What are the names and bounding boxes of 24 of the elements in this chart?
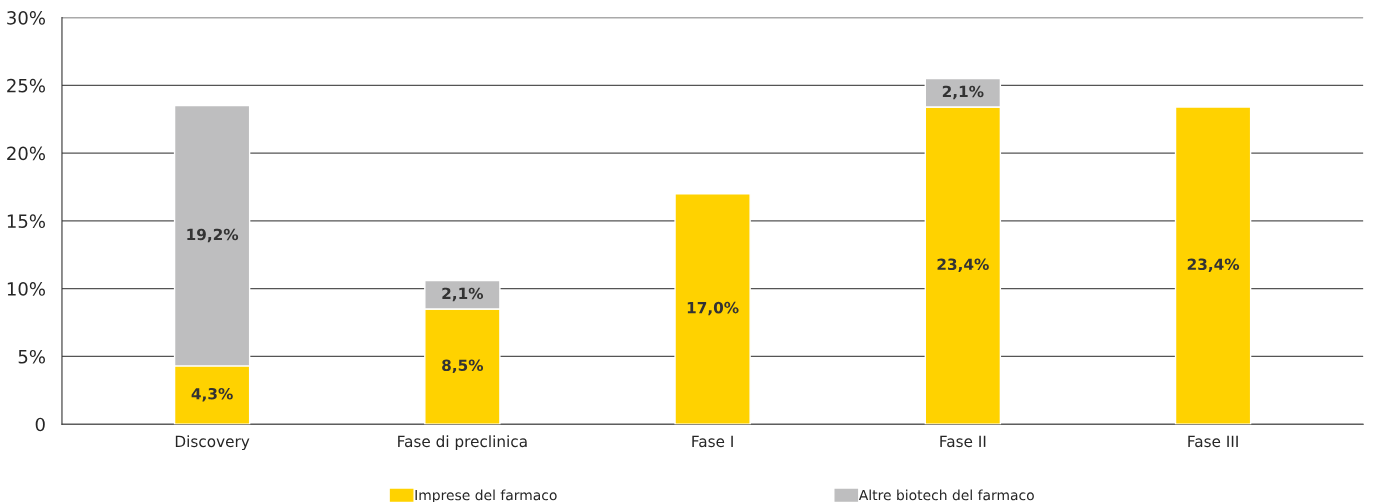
bar [1174,106,1252,425]
legend-label: Imprese del farmaco [415,489,557,502]
y-tick-label: 5% [18,349,45,364]
data-label: 23,4% [1187,258,1240,272]
data-label: 8,5% [442,359,484,373]
data-label: 4,3% [191,387,233,402]
y-tick-label: 10% [7,282,45,296]
x-tick-label: Discovery [175,435,250,451]
data-label: 17,0% [687,301,739,316]
y-tick-label: 25% [7,78,45,93]
y-tick-label: 15% [7,214,45,228]
data-label: 2,1% [942,85,984,100]
data-label: 23,4% [937,258,989,272]
x-tick-label: Fase I [692,435,733,448]
bar [674,193,751,425]
legend-label: Altre biotech del farmaco [858,489,1034,501]
y-tick-label: 20% [7,146,45,161]
x-tick-label: Fase di preclinica [398,435,527,451]
data-label: 19,2% [187,228,239,243]
x-tick-label: Fase II [940,435,986,448]
data-label: 2,1% [442,287,484,302]
x-tick-label: Fase III [1188,435,1238,448]
y-tick-label: 0 [35,417,45,432]
y-tick-label: 30% [7,11,45,25]
